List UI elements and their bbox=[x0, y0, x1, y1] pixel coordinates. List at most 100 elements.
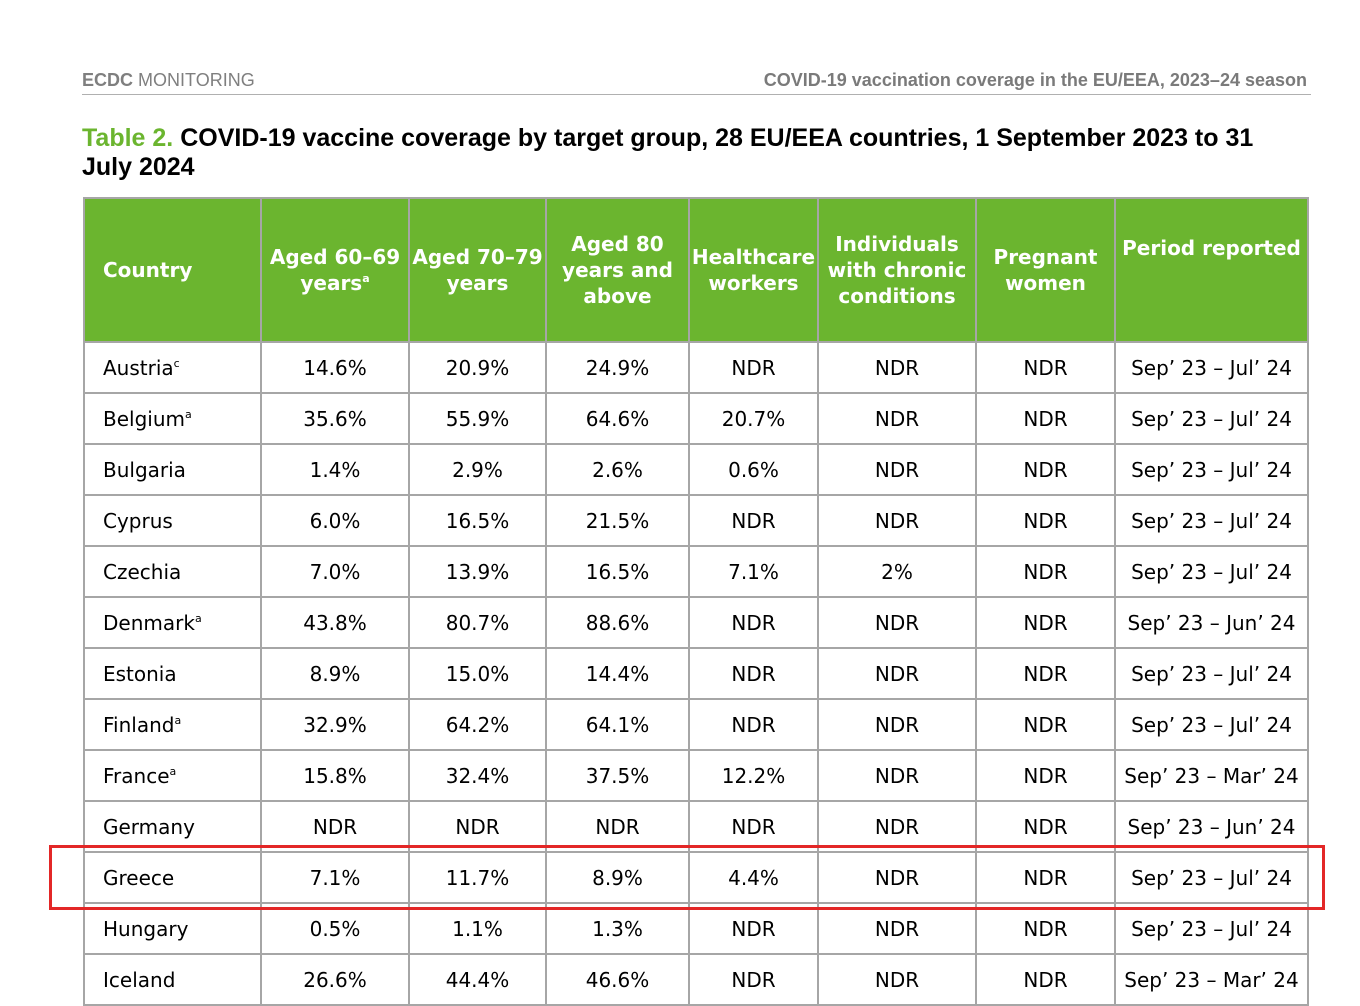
table-row: Bulgaria 1.4% 2.9% 2.6% 0.6% NDR NDR Sep’ 23 – … bbox=[83, 443, 1309, 496]
country-cell: Iceland bbox=[83, 953, 262, 1006]
footnote-marker: a bbox=[185, 407, 192, 421]
table-caption: Table 2. COVID-19 vaccine coverage by ta… bbox=[82, 124, 1302, 182]
column-header-label: Country bbox=[103, 258, 193, 282]
country-cell: Francea bbox=[83, 749, 262, 802]
value-cell: NDR bbox=[817, 392, 977, 445]
country-name: Hungary bbox=[103, 916, 189, 941]
country-name: Germany bbox=[103, 814, 195, 839]
value-cell: 2.9% bbox=[408, 443, 547, 496]
country-name: Belgium bbox=[103, 406, 185, 431]
country-cell: Czechia bbox=[83, 545, 262, 598]
country-cell: Cyprus bbox=[83, 494, 262, 547]
value-cell: 8.9% bbox=[260, 647, 410, 700]
country-cell: Hungary bbox=[83, 902, 262, 955]
value-cell: Sep’ 23 – Jul’ 24 bbox=[1114, 647, 1309, 700]
value-cell: NDR bbox=[817, 698, 977, 751]
value-cell: 32.4% bbox=[408, 749, 547, 802]
value-cell: NDR bbox=[817, 647, 977, 700]
footnote-marker: a bbox=[169, 764, 177, 778]
column-header-country: Country bbox=[83, 197, 262, 343]
value-cell: 12.2% bbox=[688, 749, 819, 802]
value-cell: NDR bbox=[688, 596, 819, 649]
country-name: Estonia bbox=[103, 661, 177, 686]
value-cell: Sep’ 23 – Jun’ 24 bbox=[1114, 800, 1309, 853]
value-cell: 32.9% bbox=[260, 698, 410, 751]
running-header-left: ECDC MONITORING bbox=[82, 70, 255, 91]
value-cell: NDR bbox=[817, 341, 977, 394]
value-cell: NDR bbox=[975, 647, 1116, 700]
running-header-title: COVID-19 vaccination coverage in the EU/… bbox=[763, 70, 1307, 90]
value-cell: NDR bbox=[688, 647, 819, 700]
value-cell: 64.2% bbox=[408, 698, 547, 751]
value-cell: 0.5% bbox=[260, 902, 410, 955]
value-cell: 24.9% bbox=[545, 341, 690, 394]
value-cell: NDR bbox=[975, 953, 1116, 1006]
country-name: Greece bbox=[103, 865, 175, 890]
value-cell: Sep’ 23 – Jul’ 24 bbox=[1114, 443, 1309, 496]
country-name: Finland bbox=[103, 712, 175, 737]
value-cell: NDR bbox=[817, 749, 977, 802]
value-cell: NDR bbox=[817, 851, 977, 904]
value-cell: Sep’ 23 – Jul’ 24 bbox=[1114, 851, 1309, 904]
footnote-marker: a bbox=[194, 611, 202, 625]
value-cell: 43.8% bbox=[260, 596, 410, 649]
table-row: Estonia 8.9% 15.0% 14.4% NDR NDR NDR Sep’ 23 – … bbox=[83, 647, 1309, 700]
value-cell: NDR bbox=[975, 902, 1116, 955]
country-name: Denmark bbox=[103, 610, 195, 635]
table-row: Czechia 7.0% 13.9% 16.5% 7.1% 2% NDR Sep’ 23 – … bbox=[83, 545, 1309, 598]
value-cell: Sep’ 23 – Mar’ 24 bbox=[1114, 953, 1309, 1006]
value-cell: 6.0% bbox=[260, 494, 410, 547]
column-header-pregnant-women: Pregnant women bbox=[975, 197, 1116, 343]
country-cell: Denmarka bbox=[83, 596, 262, 649]
value-cell: NDR bbox=[817, 443, 977, 496]
value-cell: Sep’ 23 – Jul’ 24 bbox=[1114, 545, 1309, 598]
table-header: Country Aged 60–69 yearsa Aged 70–79 years Ag… bbox=[83, 197, 1309, 343]
coverage-table: Country Aged 60–69 yearsa Aged 70–79 years Ag… bbox=[83, 197, 1309, 1006]
footnote-marker: c bbox=[173, 356, 180, 370]
value-cell: 88.6% bbox=[545, 596, 690, 649]
value-cell: 16.5% bbox=[408, 494, 547, 547]
value-cell: NDR bbox=[975, 341, 1116, 394]
column-header-label: Healthcare workers bbox=[691, 245, 816, 295]
country-cell: Estonia bbox=[83, 647, 262, 700]
column-header-healthcare-workers: Healthcare workers bbox=[688, 197, 819, 343]
value-cell: NDR bbox=[975, 851, 1116, 904]
value-cell: 64.6% bbox=[545, 392, 690, 445]
running-header: ECDC MONITORING COVID-19 vaccination cov… bbox=[82, 70, 1311, 95]
value-cell: NDR bbox=[688, 953, 819, 1006]
value-cell: NDR bbox=[688, 902, 819, 955]
value-cell: NDR bbox=[975, 545, 1116, 598]
value-cell: 11.7% bbox=[408, 851, 547, 904]
value-cell: NDR bbox=[975, 443, 1116, 496]
footnote-marker: a bbox=[174, 713, 182, 727]
value-cell: Sep’ 23 – Jul’ 24 bbox=[1114, 341, 1309, 394]
value-cell: NDR bbox=[817, 494, 977, 547]
value-cell: NDR bbox=[975, 698, 1116, 751]
value-cell: Sep’ 23 – Jul’ 24 bbox=[1114, 698, 1309, 751]
column-header-label: Aged 60–69 years bbox=[269, 245, 401, 295]
table-row: Francea 15.8% 32.4% 37.5% 12.2% NDR NDR Sep’ 23… bbox=[83, 749, 1309, 802]
country-cell: Austriac bbox=[83, 341, 262, 394]
value-cell: 1.1% bbox=[408, 902, 547, 955]
footnote-marker: a bbox=[362, 272, 370, 285]
value-cell: NDR bbox=[688, 341, 819, 394]
table-row: Cyprus 6.0% 16.5% 21.5% NDR NDR NDR Sep’ 23 – J… bbox=[83, 494, 1309, 547]
value-cell: 44.4% bbox=[408, 953, 547, 1006]
value-cell: Sep’ 23 – Jul’ 24 bbox=[1114, 392, 1309, 445]
value-cell: NDR bbox=[545, 800, 690, 853]
table-row: Greece 7.1% 11.7% 8.9% 4.4% NDR NDR Sep’ 23 – J… bbox=[83, 851, 1309, 904]
table-number: Table 2. bbox=[82, 124, 174, 152]
column-header-aged-60-69-years: Aged 60–69 yearsa bbox=[260, 197, 410, 343]
table-row: Hungary 0.5% 1.1% 1.3% NDR NDR NDR Sep’ 23 – Ju… bbox=[83, 902, 1309, 955]
country-cell: Bulgaria bbox=[83, 443, 262, 496]
country-name: Czechia bbox=[103, 559, 182, 584]
column-header-label: Period reported bbox=[1122, 236, 1301, 260]
value-cell: NDR bbox=[260, 800, 410, 853]
value-cell: 20.9% bbox=[408, 341, 547, 394]
column-header-individuals-with-chronic-conditions: Individuals with chronic conditions bbox=[817, 197, 977, 343]
org-name: ECDC bbox=[82, 70, 134, 90]
table-row: Iceland 26.6% 44.4% 46.6% NDR NDR NDR Sep’ 23 –… bbox=[83, 953, 1309, 1006]
value-cell: NDR bbox=[975, 749, 1116, 802]
column-header-label: Individuals with chronic conditions bbox=[827, 232, 967, 308]
value-cell: NDR bbox=[975, 494, 1116, 547]
